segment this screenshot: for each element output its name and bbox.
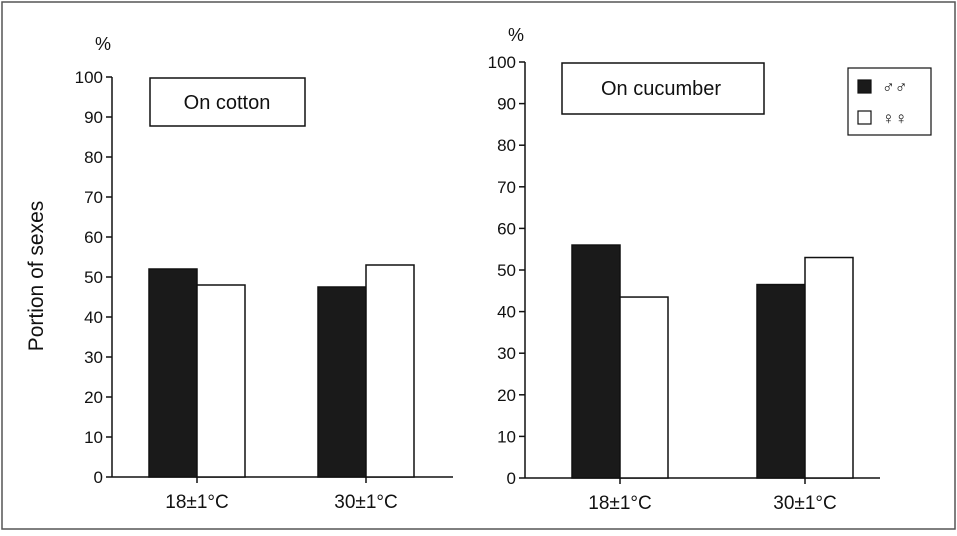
y-tick-label: 10 xyxy=(84,428,103,447)
y-tick-label: 40 xyxy=(497,303,516,322)
bar-females xyxy=(619,296,669,479)
y-tick-label: 20 xyxy=(497,386,516,405)
bar-males xyxy=(148,268,198,478)
y-tick-label: 0 xyxy=(507,469,516,488)
x-tick-label: 30±1°C xyxy=(334,492,397,513)
x-tick-label: 18±1°C xyxy=(165,492,228,513)
legend: ♂♂ ♀♀ xyxy=(847,67,932,136)
y-tick-label: 0 xyxy=(94,468,103,487)
y-tick-label: 50 xyxy=(84,268,103,287)
bar-females xyxy=(804,256,854,479)
legend-label-females: ♀♀ xyxy=(882,109,908,128)
y-tick-label: 70 xyxy=(497,178,516,197)
y-tick-label: 90 xyxy=(84,108,103,127)
legend-swatch-females xyxy=(857,110,872,125)
y-tick-label: 30 xyxy=(84,348,103,367)
y-tick-label: 10 xyxy=(497,427,516,446)
y-tick-label: 30 xyxy=(497,344,516,363)
y-tick-label: 60 xyxy=(84,228,103,247)
y-unit-label: % xyxy=(95,34,111,54)
y-tick-label: 40 xyxy=(84,308,103,327)
bar-males xyxy=(571,244,621,479)
chart-marks: 0 10 20 30 40 50 60 70 80 90 100 18±1°C 30±1°C xyxy=(488,53,880,514)
y-tick-label: 60 xyxy=(497,219,516,238)
y-tick-label: 100 xyxy=(75,68,103,87)
panel-title: On cotton xyxy=(184,92,271,114)
y-tick-label: 20 xyxy=(84,388,103,407)
y-tick-label: 70 xyxy=(84,188,103,207)
bar-females xyxy=(196,284,246,478)
bar-males xyxy=(317,286,367,478)
bar-males xyxy=(756,283,806,479)
chart-marks: 0 10 20 30 40 50 60 70 80 90 100 18±1°C 30±1°C xyxy=(75,68,453,513)
y-tick-label: 50 xyxy=(497,261,516,280)
legend-label-males: ♂♂ xyxy=(882,78,908,97)
x-tick-label: 30±1°C xyxy=(773,493,836,514)
chart-panel-cucumber: % On cucumber ♂♂ ♀♀ 0 10 20 30 40 50 60 70 80 90 1… xyxy=(488,25,932,514)
panel-title-box xyxy=(149,77,306,127)
y-tick-label: 80 xyxy=(84,148,103,167)
y-axis-label: Portion of sexes xyxy=(25,201,48,352)
y-tick-label: 90 xyxy=(497,95,516,114)
y-unit-label: % xyxy=(508,25,524,45)
legend-swatch-males xyxy=(857,79,872,94)
chart-panel-cotton: % On cotton 0 10 20 30 40 50 60 70 80 90 100 18±1°C… xyxy=(75,34,453,513)
panel-title: On cucumber xyxy=(601,78,721,100)
y-tick-label: 100 xyxy=(488,53,516,72)
bar-females xyxy=(365,264,415,478)
y-tick-label: 80 xyxy=(497,136,516,155)
x-tick-label: 18±1°C xyxy=(588,493,651,514)
panel-title-box xyxy=(561,62,765,115)
